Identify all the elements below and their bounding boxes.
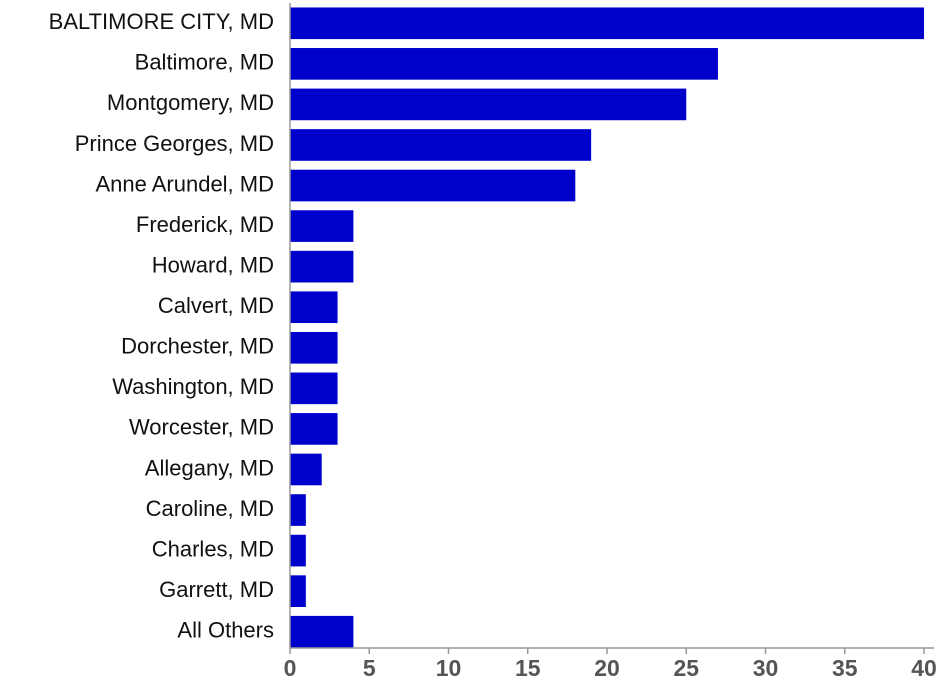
y-tick-label: Baltimore, MD [135,50,274,75]
bar [290,88,687,121]
y-tick-label: Allegany, MD [145,455,274,480]
bar [290,48,718,80]
bar [290,169,576,202]
y-tick-label: Anne Arundel, MD [95,171,274,196]
y-tick-label: Calvert, MD [158,293,274,318]
bar [290,250,354,283]
bar [290,575,306,607]
bar [290,210,354,242]
x-tick-label: 35 [832,655,858,681]
y-tick-label: All Others [177,618,274,643]
bar [290,331,338,364]
bar [290,372,338,405]
x-tick-label: 25 [673,655,699,681]
y-tick-label: Charles, MD [152,536,274,561]
y-tick-label: Caroline, MD [146,496,274,521]
bar [290,494,306,526]
x-tick-label: 20 [594,655,620,681]
bar [290,7,924,40]
bar [290,291,338,324]
y-tick-label: Prince Georges, MD [75,131,274,156]
bar [290,615,354,648]
y-tick-label: Worcester, MD [129,415,274,440]
bar [290,534,306,567]
y-tick-label: Garrett, MD [159,577,274,602]
x-tick-label: 10 [436,655,462,681]
bar [290,129,592,161]
y-tick-label: Montgomery, MD [107,90,274,115]
y-tick-label: Frederick, MD [136,212,274,237]
y-tick-label: Dorchester, MD [121,334,274,359]
y-tick-label: Washington, MD [112,374,274,399]
y-tick-label: BALTIMORE CITY, MD [49,9,274,34]
x-tick-label: 5 [363,655,376,681]
x-tick-label: 15 [515,655,541,681]
bar [290,453,322,486]
x-tick-label: 30 [753,655,779,681]
y-tick-label: Howard, MD [152,252,274,277]
x-tick-label: 40 [911,655,937,681]
bar [290,413,338,445]
x-tick-label: 0 [284,655,297,681]
